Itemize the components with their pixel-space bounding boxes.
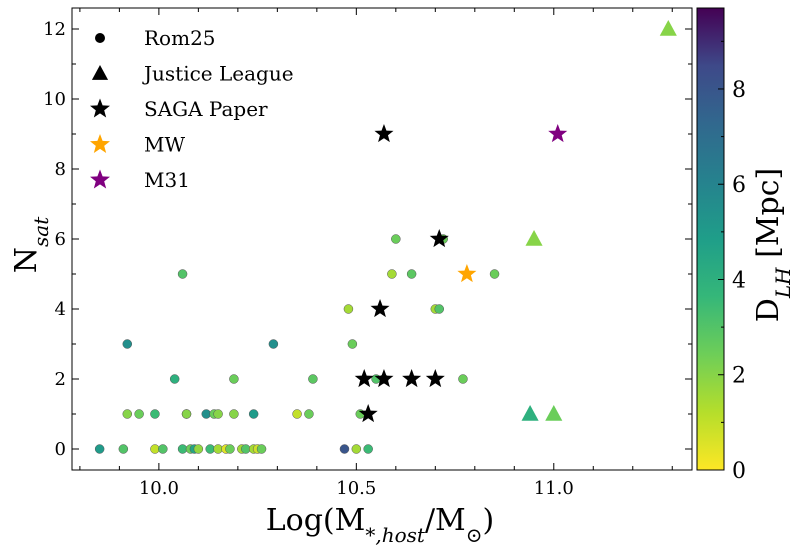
legend-marker-rom25 [95, 33, 105, 43]
rom25-point [193, 444, 204, 454]
legend-label-saga-paper: SAGA Paper [144, 97, 268, 121]
saga-paper-point [374, 124, 394, 143]
rom25-point [134, 409, 144, 419]
rom25-point [213, 409, 223, 419]
rom25-point [94, 444, 105, 454]
legend-marker-saga-paper [90, 98, 110, 118]
rom25-point [391, 234, 401, 244]
rom25-point [489, 269, 500, 279]
x-tick-label: 10.0 [139, 478, 179, 499]
rom25-point [229, 409, 239, 419]
rom25-point [304, 409, 314, 419]
rom25-point [434, 304, 445, 314]
legend-label-rom25: Rom25 [144, 26, 216, 50]
saga-paper-point [429, 229, 449, 248]
rom25-point [458, 374, 468, 384]
x-tick-label: 11.0 [534, 478, 574, 499]
y-tick-label: 4 [55, 299, 66, 320]
rom25-point [118, 444, 129, 454]
colorbar-tick-label: 4 [732, 268, 746, 293]
y-tick-label: 2 [55, 369, 66, 390]
rom25-point [177, 269, 188, 279]
y-tick-label: 8 [55, 159, 66, 180]
rom25-point [268, 339, 279, 349]
colorbar-tick-label: 0 [732, 459, 746, 484]
legend-label-mw: MW [144, 133, 185, 157]
rom25-point [347, 339, 358, 349]
legend-label-justice-league: Justice League [142, 62, 294, 86]
rom25-point [363, 444, 373, 454]
legend-marker-justice-league [91, 65, 109, 80]
y-axis-title: Nsat [9, 216, 53, 273]
mw-point [457, 264, 477, 283]
rom25-point [122, 409, 133, 419]
rom25-point [308, 374, 318, 384]
rom25-point [343, 304, 354, 314]
justice-league-point [525, 230, 543, 246]
plot-area: 10.0 10.5 11.0 0 2 4 6 8 10 12 [43, 7, 693, 499]
rom25-point [169, 374, 180, 384]
colorbar-tick-label: 2 [732, 364, 746, 389]
justice-league-point [521, 405, 539, 421]
rom25-point [339, 444, 350, 454]
saga-paper-point [370, 299, 390, 318]
m31-point [548, 124, 568, 143]
legend: Rom25 Justice League SAGA Paper MW M31 [90, 26, 294, 192]
rom25-point [225, 444, 235, 454]
saga-paper-point [402, 369, 422, 388]
rom25-point [248, 409, 259, 419]
colorbar-tick-label: 8 [732, 78, 746, 103]
x-tick-label: 10.5 [336, 478, 376, 499]
rom25-point [256, 444, 267, 454]
rom25-point [181, 409, 192, 419]
y-tick-label: 0 [55, 439, 66, 460]
saga-paper-point [425, 369, 445, 388]
rom25-point [351, 444, 362, 454]
legend-marker-m31 [90, 169, 110, 189]
colorbar-tick-label: 6 [732, 173, 746, 198]
rom25-point [292, 409, 302, 419]
colorbar-gradient [696, 7, 725, 471]
rom25-point [387, 269, 397, 279]
rom25-point [158, 444, 168, 454]
x-axis-title: Log(M*,host/M⊙) [266, 503, 495, 546]
legend-label-m31: M31 [144, 168, 190, 192]
y-tick-label: 12 [43, 19, 66, 40]
saga-paper-point [374, 369, 394, 388]
rom25-point [229, 374, 239, 384]
saga-paper-point [358, 404, 378, 423]
rom25-point [150, 409, 160, 419]
justice-league-point [545, 405, 563, 421]
colorbar-title: DLH [Mpc] [751, 168, 794, 322]
rom25-point [406, 269, 417, 279]
saga-paper-point [354, 369, 374, 388]
y-tick-label: 10 [43, 89, 66, 110]
y-tick-label: 6 [55, 229, 66, 250]
colorbar: 0 2 4 6 8 [696, 7, 746, 484]
rom25-point [122, 339, 133, 349]
justice-league-point [659, 20, 677, 36]
legend-marker-mw [90, 134, 110, 153]
